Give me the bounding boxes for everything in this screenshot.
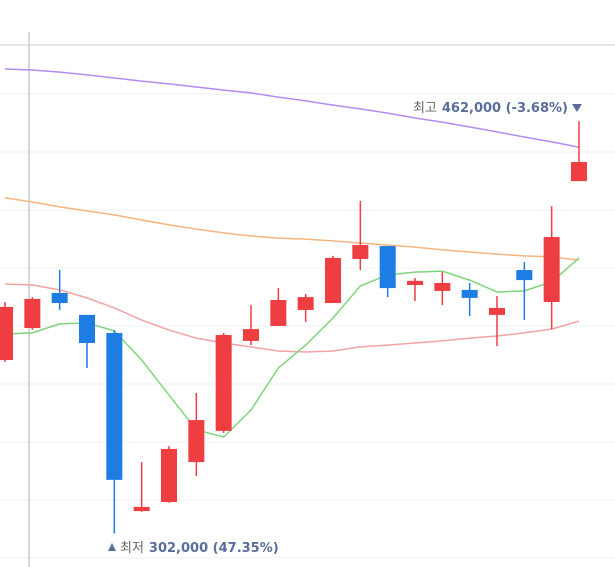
candle-body xyxy=(243,329,259,341)
candle-body xyxy=(270,299,287,326)
min-annotation: 최저 302,000 (47.35%) xyxy=(120,541,279,556)
candle-body xyxy=(215,335,232,431)
candle-body xyxy=(434,282,451,291)
candle-body xyxy=(133,506,150,512)
candle-body xyxy=(325,257,341,304)
min-label: 최저 xyxy=(120,541,144,556)
candle-body xyxy=(516,270,533,281)
ma-line xyxy=(4,197,580,261)
ma-line xyxy=(4,257,580,438)
ma-line xyxy=(4,68,580,148)
candle-body xyxy=(352,245,369,259)
candle-body xyxy=(161,448,177,503)
max-annotation: 최고 462,000 (-3.68%) xyxy=(413,101,568,116)
max-label: 최고 xyxy=(413,101,437,116)
candle-body xyxy=(489,307,505,315)
min-value: 302,000 (47.35%) xyxy=(149,541,279,556)
min-arrow xyxy=(108,543,116,551)
max-arrow xyxy=(572,104,582,112)
candle-body xyxy=(407,280,423,285)
candle-body xyxy=(379,246,396,289)
candle-body xyxy=(297,297,314,310)
max-value: 462,000 (-3.68%) xyxy=(442,101,568,116)
candle-body xyxy=(0,306,13,361)
candle-body xyxy=(543,237,560,303)
candle-body xyxy=(79,314,95,343)
ma-line xyxy=(4,283,580,353)
candle-body xyxy=(571,162,587,182)
candle-body xyxy=(24,298,41,329)
candle-body xyxy=(51,292,68,304)
candle-body xyxy=(188,420,205,463)
candle-body xyxy=(106,332,123,480)
candle-body xyxy=(461,289,478,298)
